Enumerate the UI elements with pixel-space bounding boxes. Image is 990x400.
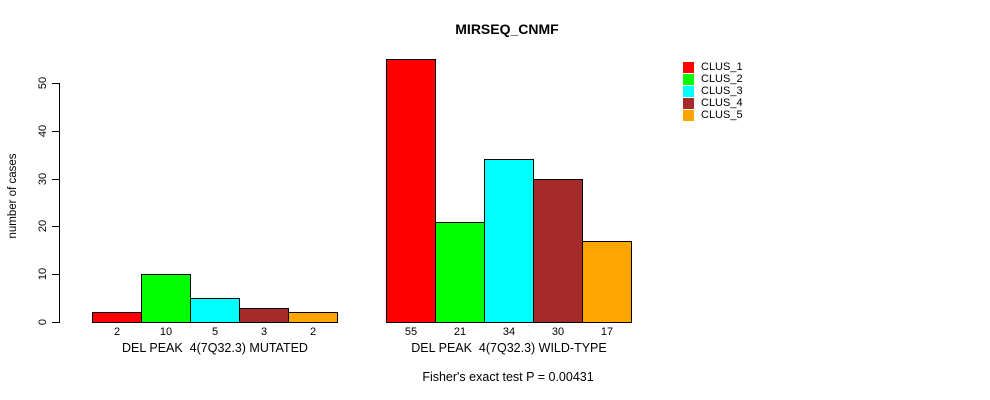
legend-swatch	[683, 74, 694, 85]
legend-label: CLUS_2	[701, 73, 743, 85]
legend-swatch	[683, 110, 694, 121]
y-axis-tick-label: 10	[37, 267, 49, 281]
bar-clus_2	[141, 274, 191, 323]
y-axis-line	[59, 83, 60, 323]
legend-swatch	[683, 62, 694, 73]
legend-item: CLUS_4	[683, 98, 743, 109]
legend-label: CLUS_4	[701, 97, 743, 109]
bar-clus_5	[582, 241, 632, 323]
legend-label: CLUS_5	[701, 109, 743, 121]
bar-clus_3	[484, 159, 534, 323]
legend-label: CLUS_1	[701, 61, 743, 73]
bar-value-label: 21	[453, 326, 467, 338]
bar-value-label: 3	[260, 326, 268, 338]
legend-label: CLUS_3	[701, 85, 743, 97]
y-axis-tick	[52, 274, 59, 275]
y-axis-tick	[52, 179, 59, 180]
bar-clus_2	[435, 222, 485, 323]
bar-clus_4	[239, 308, 289, 323]
bar-value-label: 10	[159, 326, 173, 338]
y-axis-tick	[52, 322, 59, 323]
y-axis-tick	[52, 226, 59, 227]
bar-value-label: 34	[502, 326, 516, 338]
bar-value-label: 17	[600, 326, 614, 338]
bar-clus_4	[533, 179, 583, 323]
y-axis-tick-label: 40	[37, 124, 49, 138]
group-label: DEL PEAK 4(7Q32.3) WILD-TYPE	[411, 341, 607, 355]
bar-clus_5	[288, 312, 338, 323]
bar-value-label: 2	[113, 326, 121, 338]
legend-swatch	[683, 86, 694, 97]
legend-item: CLUS_3	[683, 86, 743, 97]
chart-title: MIRSEQ_CNMF	[455, 21, 559, 37]
legend-item: CLUS_1	[683, 62, 743, 73]
bar-value-label: 55	[404, 326, 418, 338]
y-axis-tick	[52, 131, 59, 132]
legend: CLUS_1 CLUS_2 CLUS_3 CLUS_4 CLUS_5	[683, 62, 743, 122]
legend-swatch	[683, 98, 694, 109]
group-label: DEL PEAK 4(7Q32.3) MUTATED	[122, 341, 308, 355]
annotation-text: Fisher's exact test P = 0.00431	[422, 370, 594, 384]
y-axis-label: number of cases	[7, 153, 19, 239]
y-axis-tick	[52, 83, 59, 84]
y-axis-tick-label: 30	[37, 172, 49, 186]
bar-clus_1	[92, 312, 142, 323]
bar-value-label: 30	[551, 326, 565, 338]
legend-item: CLUS_5	[683, 110, 743, 121]
y-axis-tick-label: 0	[37, 318, 49, 326]
bar-value-label: 5	[211, 326, 219, 338]
legend-item: CLUS_2	[683, 74, 743, 85]
y-axis-tick-label: 20	[37, 219, 49, 233]
y-axis-tick-label: 50	[37, 76, 49, 90]
bar-clus_1	[386, 59, 436, 323]
bar-clus_3	[190, 298, 240, 323]
bar-value-label: 2	[309, 326, 317, 338]
